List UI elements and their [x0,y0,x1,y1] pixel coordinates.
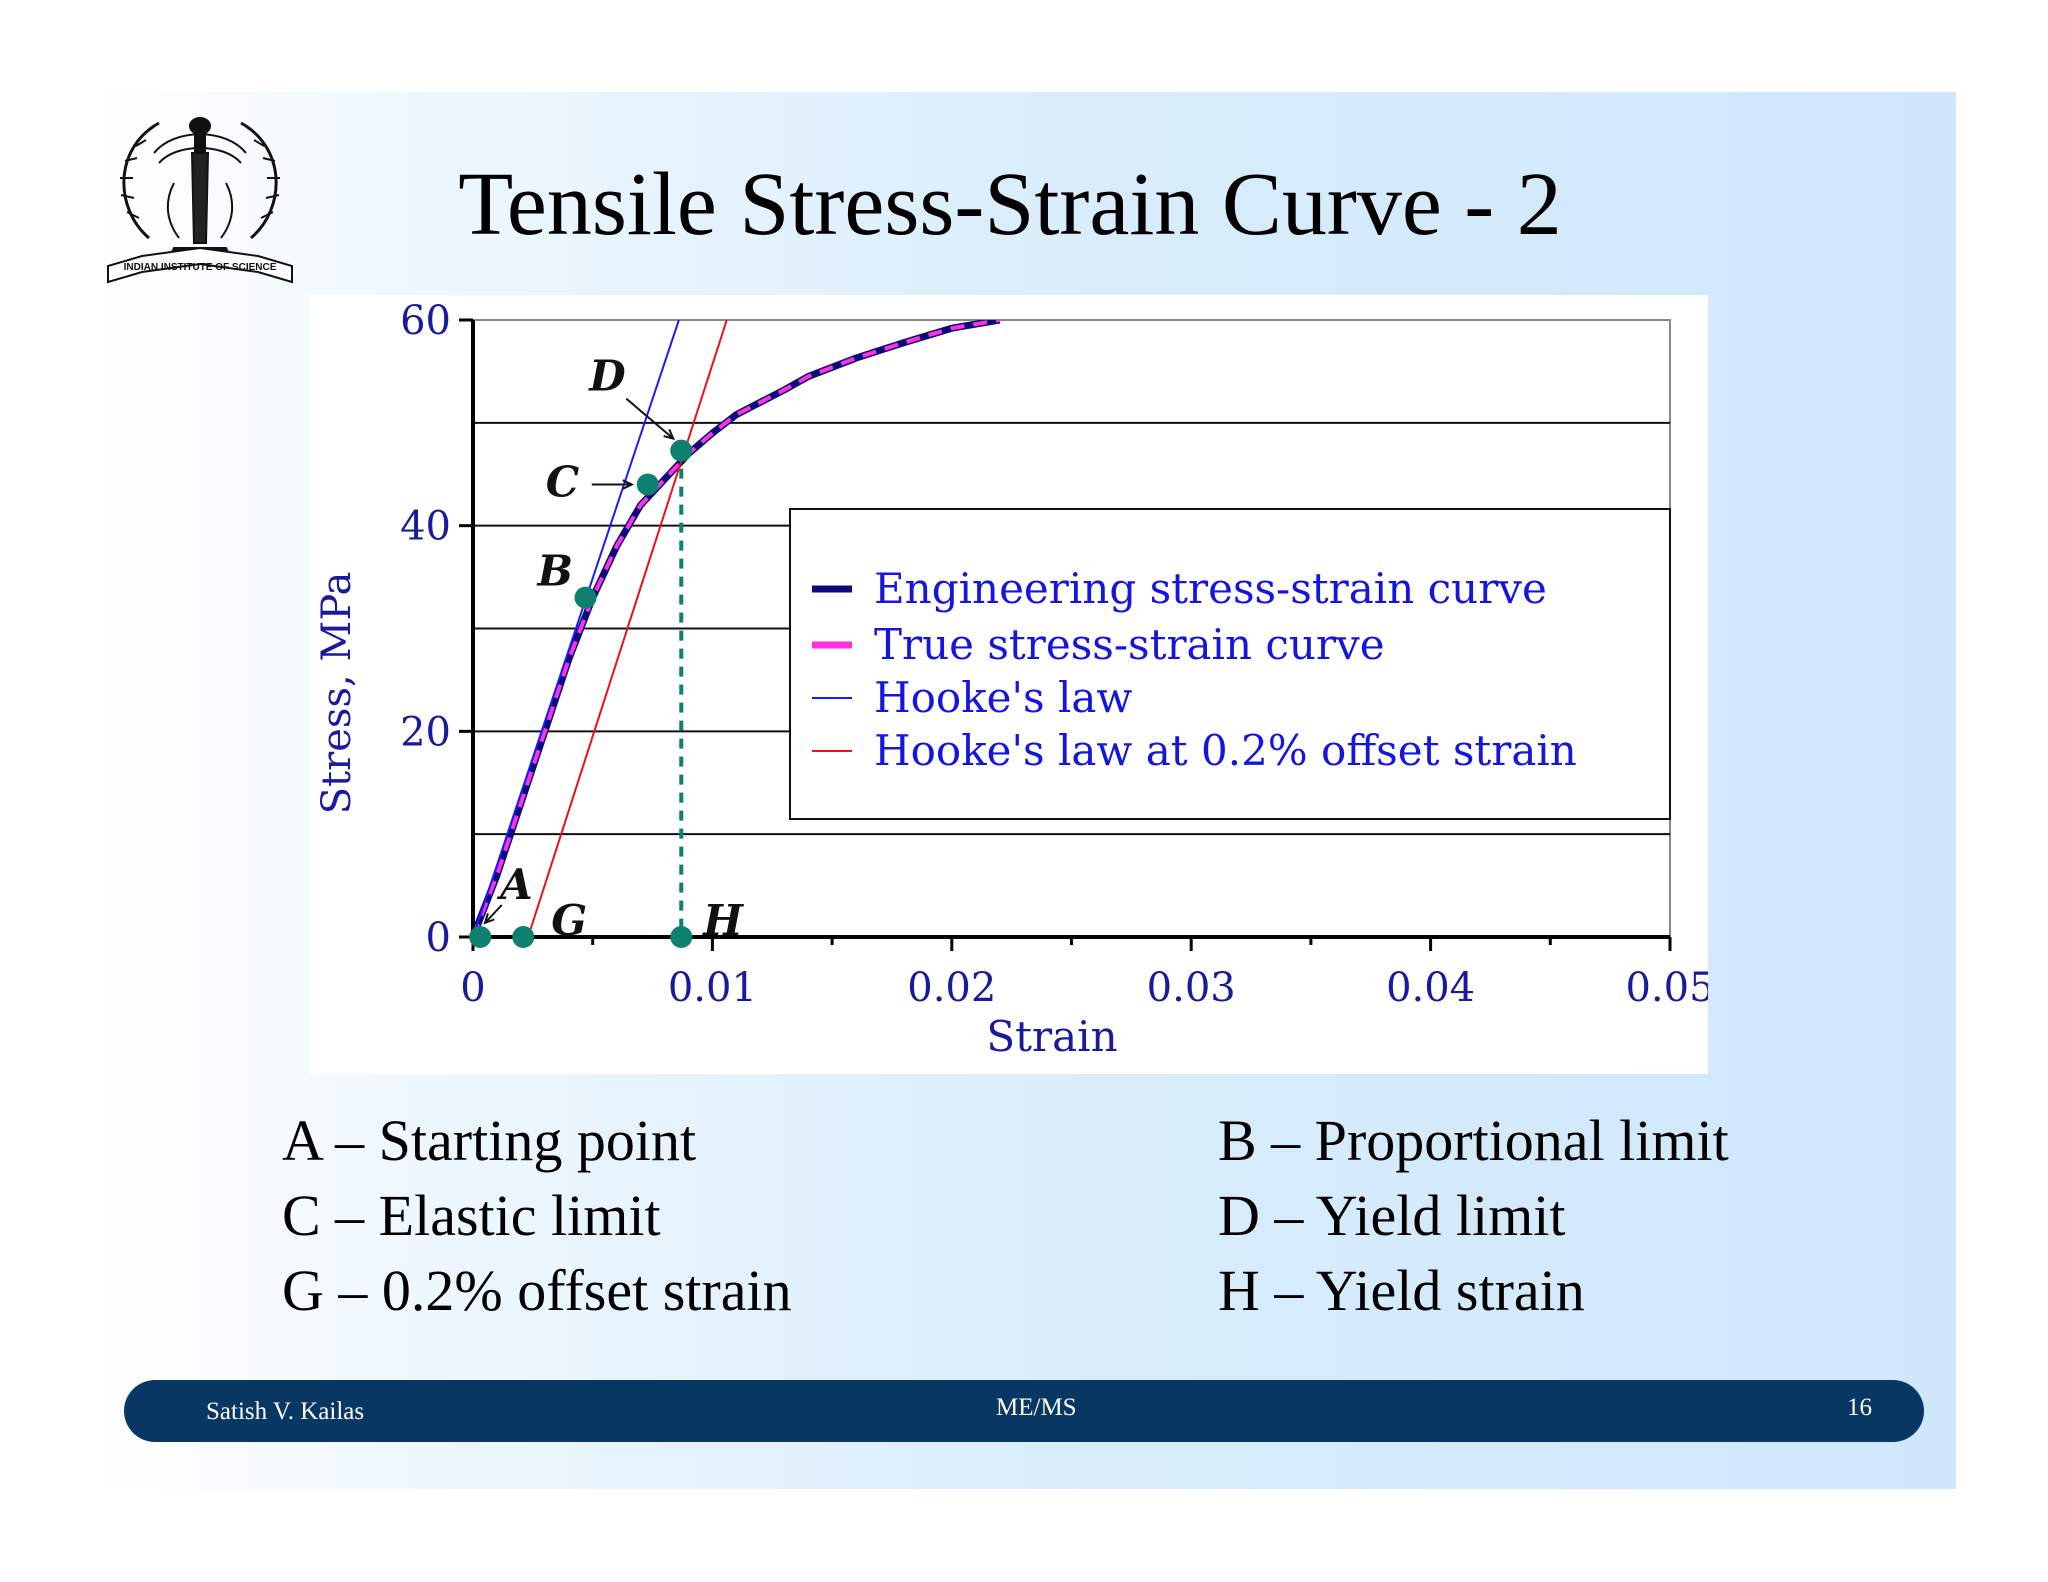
stress-strain-chart: 0 20 40 60 0 0.01 0.02 0.03 0.04 0.05 Strain Stress… [314,298,1708,1061]
x-axis-title: Strain [986,1012,1117,1061]
point-g-label: G [551,896,587,945]
point-c-marker [636,473,659,496]
point-c-label: C [546,458,580,507]
point-b-label: B [537,547,574,596]
y-tick-label: 60 [400,298,451,344]
x-tick-label: 0.05 [1625,965,1708,1011]
y-tick-label: 20 [400,709,451,755]
point-h-marker [670,926,693,948]
footer-center: ME/MS [996,1394,1077,1421]
x-tick-label: 0.03 [1147,965,1236,1011]
point-g-marker [512,926,535,948]
definition-g: G – 0.2% offset strain [282,1258,792,1323]
indian-institute-of-science-seal-icon: INDIAN INSTITUTE OF SCIENCE [107,117,293,284]
point-a-arrow [484,904,503,924]
chart-area: 0 20 40 60 0 0.01 0.02 0.03 0.04 0.05 Strain Stress… [310,295,1708,1074]
definition-a: A – Starting point [282,1108,697,1173]
legend-box [789,508,1671,820]
point-a-label: A [496,860,533,909]
slide-title: Tensile Stress-Strain Curve - 2 [458,155,1562,254]
footer-page-number: 16 [1847,1394,1872,1421]
footer-bar: Satish V. Kailas ME/MS 16 [124,1380,1924,1442]
footer-author: Satish V. Kailas [206,1398,365,1425]
x-tick-label: 0.01 [668,965,757,1011]
point-a-marker [469,926,492,948]
definition-d: D – Yield limit [1218,1183,1566,1248]
point-c-arrow-head [622,479,635,490]
legend-label: Engineering stress-strain curve [874,564,1547,613]
point-d-marker [670,439,693,462]
x-tick-label: 0.02 [907,965,996,1011]
point-d-label: D [588,352,626,401]
x-tick-label: 0.04 [1386,965,1475,1011]
point-a-arrow-head [483,913,495,925]
definition-c: C – Elastic limit [282,1183,661,1248]
y-tick-label: 40 [400,504,451,550]
point-b-marker [574,586,597,609]
definitions: A – Starting point B – Proportional limi… [282,1098,1782,1338]
legend-label: Hooke's law at 0.2% offset strain [874,726,1577,775]
offset-line [527,320,728,937]
institute-logo: INDIAN INSTITUTE OF SCIENCE [104,98,296,290]
point-d-arrow [625,397,674,440]
hookes-law-line [473,320,680,937]
legend-label: Hooke's law [874,673,1132,722]
point-d-arrow-head [663,429,676,441]
logo-banner-text: INDIAN INSTITUTE OF SCIENCE [124,262,277,273]
x-tick-label: 0 [460,965,485,1011]
point-h-label: H [702,896,744,945]
y-axis-title: Stress, MPa [314,572,360,815]
definition-b: B – Proportional limit [1218,1108,1729,1173]
legend-label: True stress-strain curve [874,620,1385,669]
definition-h: H – Yield strain [1218,1258,1585,1323]
y-tick-label: 0 [426,915,451,961]
